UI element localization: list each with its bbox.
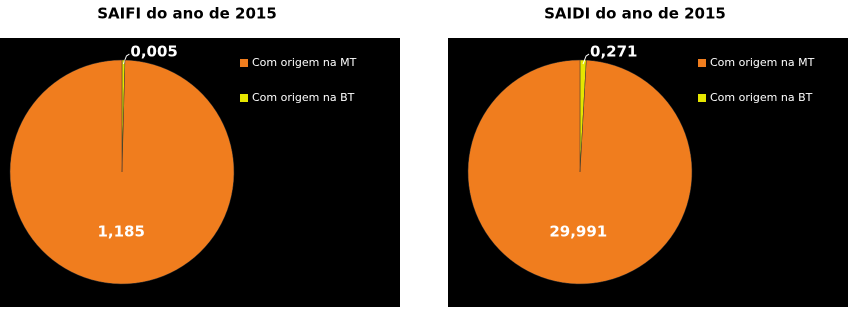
legend-marker [698,59,706,67]
legend-marker [240,94,248,102]
chart-title: SAIDI do ano de 2015 [544,5,726,23]
value-label: 29,991 [549,222,607,240]
legend-marker [240,59,248,67]
leader-line [122,53,130,65]
legend-label: Com origem na BT [710,91,813,104]
value-label: 1,185 [97,222,144,240]
leader-line [582,53,590,65]
value-label: 0,005 [130,43,177,61]
legend-marker [698,94,706,102]
pie-slice [9,59,235,285]
value-label: 0,271 [590,43,637,61]
legend-label: Com origem na MT [252,56,357,69]
chart-title: SAIFI do ano de 2015 [97,5,277,23]
legend-label: Com origem na BT [252,91,355,104]
legend-label: Com origem na MT [710,56,815,69]
pie-slice [467,59,693,285]
